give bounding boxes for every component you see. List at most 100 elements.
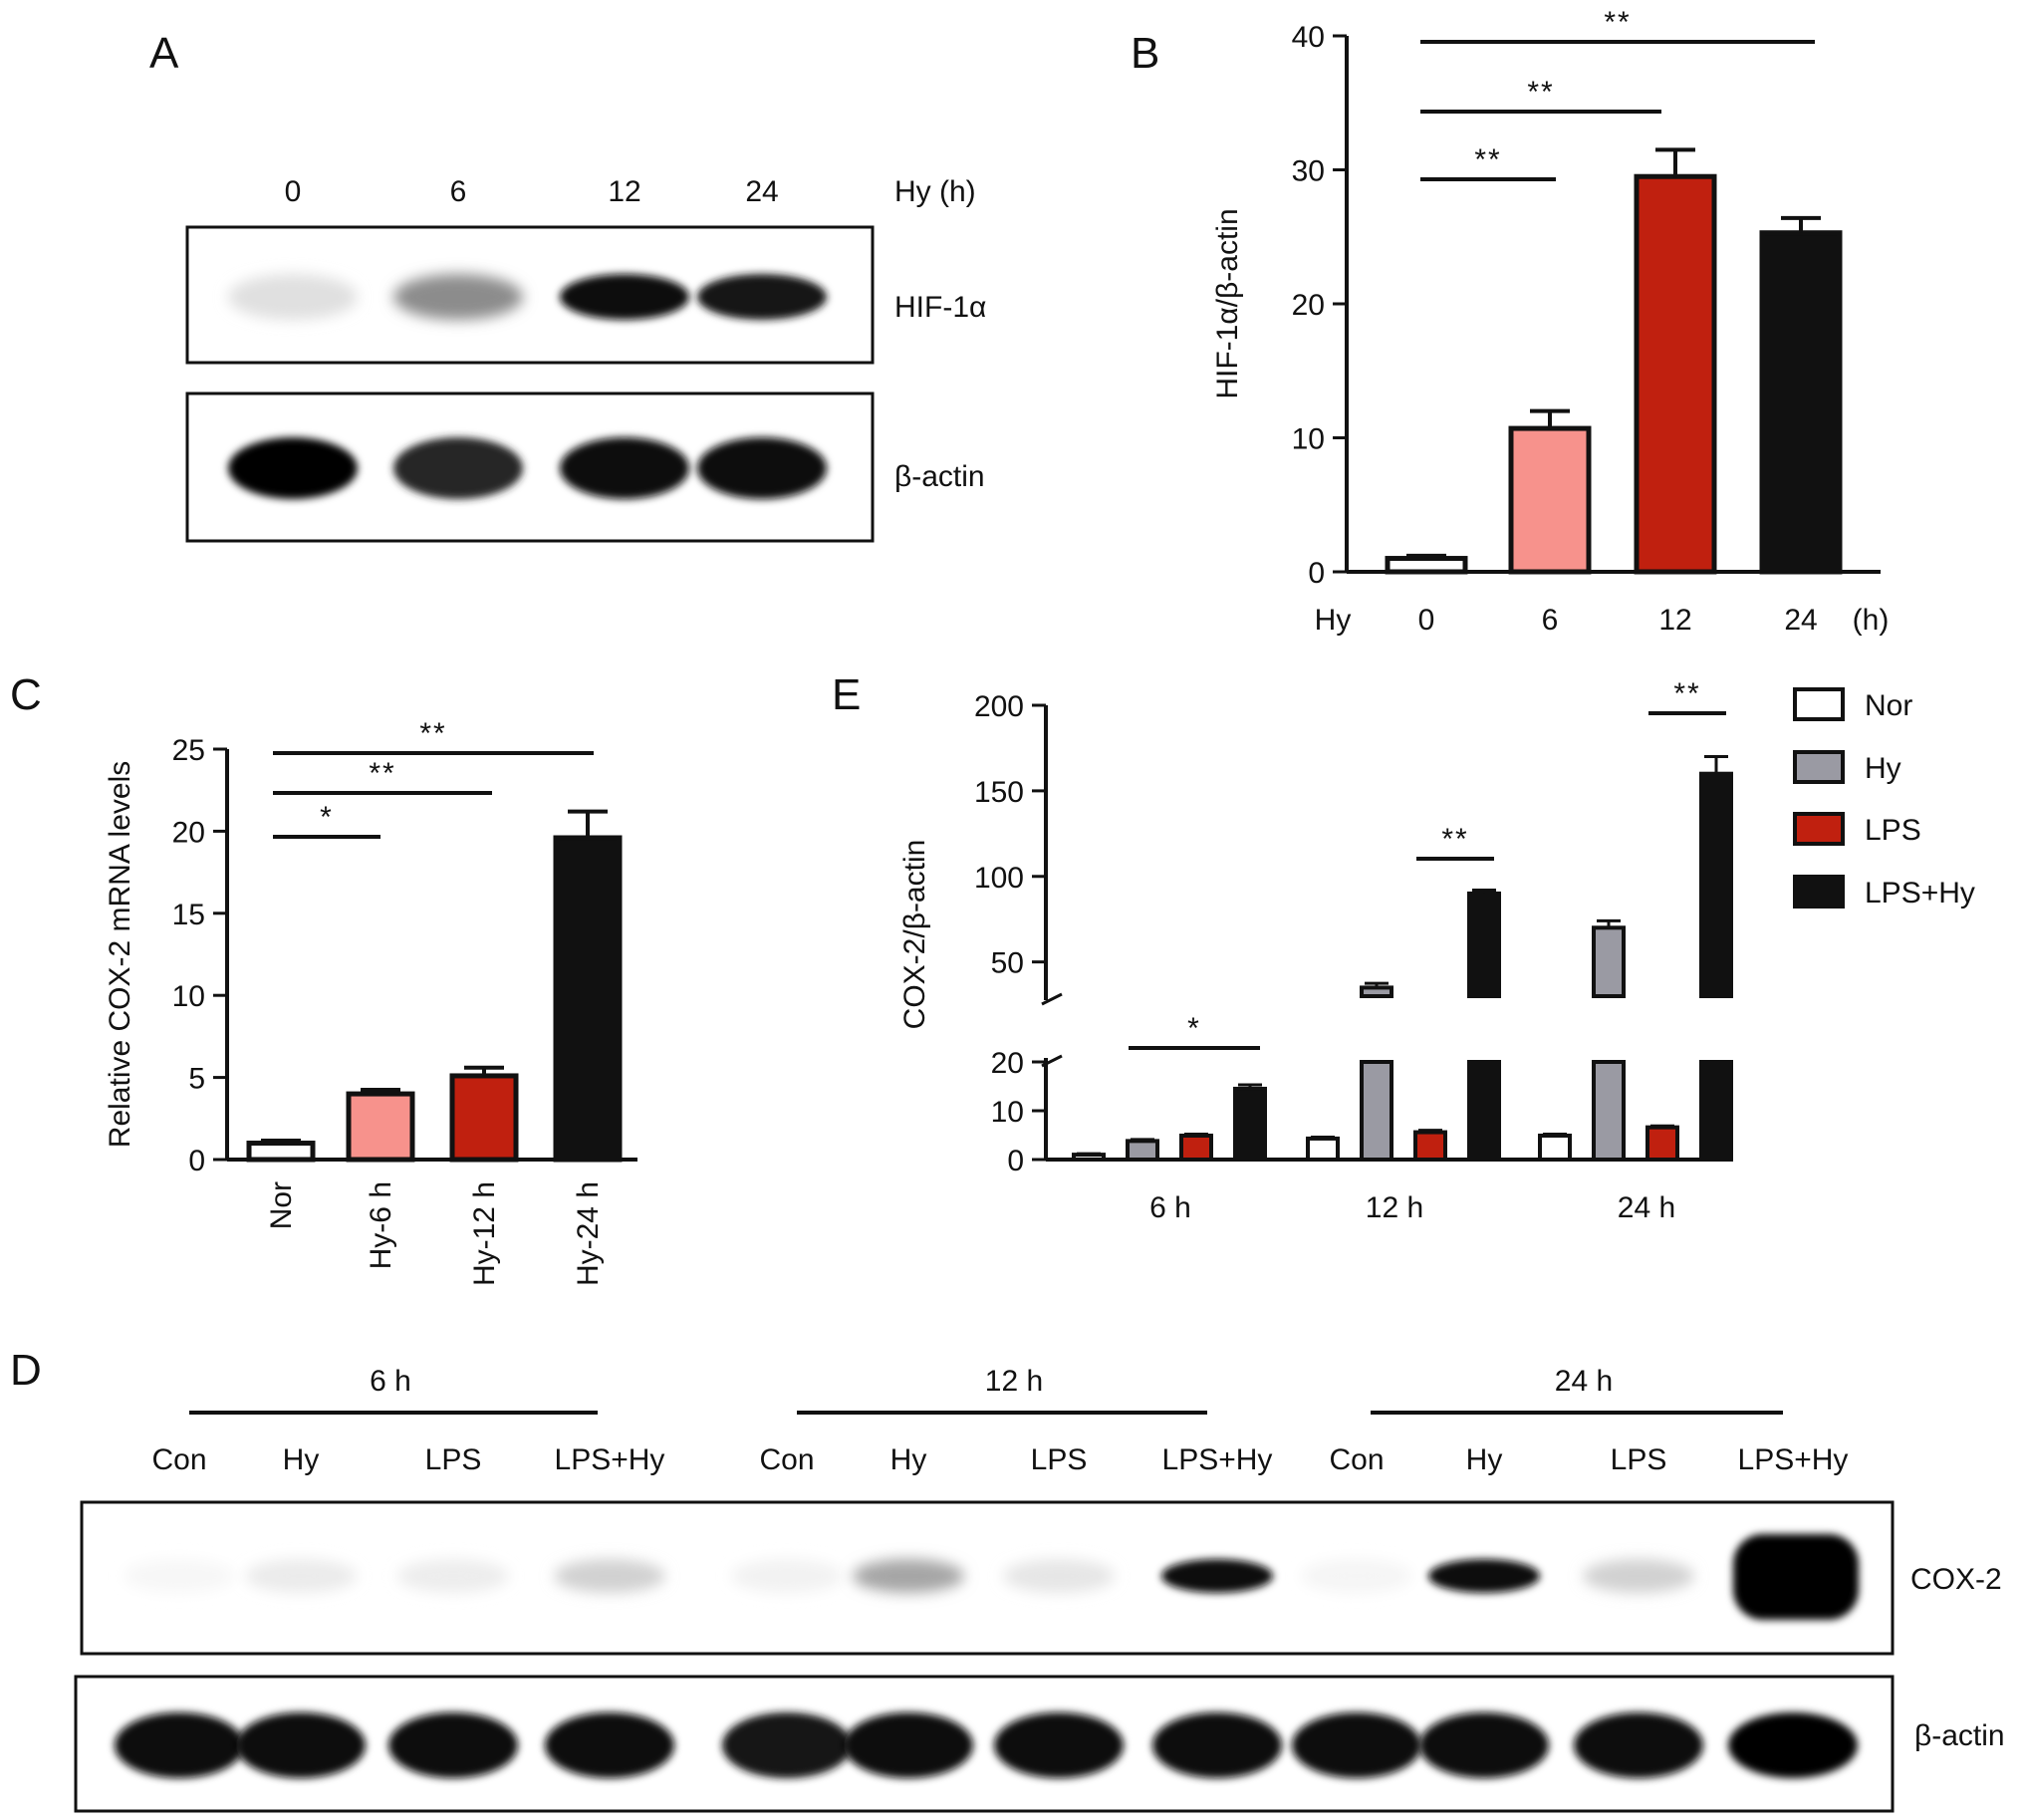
blot-d-group-label: 12 h — [985, 1365, 1043, 1398]
y-tick-label: 150 — [974, 776, 1024, 809]
blot-band — [554, 1559, 665, 1593]
blot-band — [388, 1712, 518, 1778]
x-tick-label: 0 — [1418, 604, 1435, 637]
x-tick-label: Hy-6 h — [365, 1181, 397, 1269]
bar — [1360, 1060, 1393, 1162]
x-tick-label: 12 h — [1366, 1191, 1423, 1224]
x-tick-label: Hy-12 h — [468, 1181, 501, 1286]
blot-a-lane-header: Hy (h) — [894, 175, 976, 208]
x-tick-label: 12 — [1658, 604, 1691, 637]
blot-a-actin-bands — [228, 437, 827, 499]
blot-d-lane-label: LPS+Hy — [555, 1443, 665, 1476]
blot-band — [245, 1559, 357, 1593]
blot-d-group-label: 6 h — [370, 1365, 411, 1398]
blot-band — [1152, 1712, 1282, 1778]
bar — [1538, 1133, 1572, 1162]
blot-band — [1428, 1559, 1540, 1593]
panel-label-c: C — [10, 670, 42, 719]
blot-d-lane-label: LPS+Hy — [1738, 1443, 1849, 1476]
significance-label: ** — [1474, 143, 1501, 176]
x-tick-label: 24 — [1784, 604, 1817, 637]
blot-band — [722, 1712, 852, 1778]
y-tick-label: 10 — [1292, 423, 1325, 456]
y-tick-label: 10 — [991, 1096, 1024, 1129]
significance-label: * — [320, 801, 334, 834]
y-tick-label: 100 — [974, 862, 1024, 895]
x-tick-label: 6 — [1542, 604, 1559, 637]
blot-band — [1733, 1534, 1859, 1620]
blot-band — [1301, 1559, 1412, 1593]
blot-a-hif-label: HIF-1α — [894, 291, 986, 324]
x-axis-prefix: Hy — [1315, 604, 1352, 637]
blot-a-actin-label: β-actin — [894, 460, 985, 493]
x-tick-label: Nor — [265, 1181, 298, 1229]
panel-label-d: D — [10, 1346, 42, 1395]
legend-swatch — [1793, 812, 1845, 846]
blot-band — [1161, 1559, 1273, 1593]
legend-swatch — [1793, 875, 1845, 909]
y-tick-label: 20 — [991, 1047, 1024, 1080]
blot-d-cox2-label: COX-2 — [1910, 1563, 2002, 1596]
axis-break-mark — [1041, 992, 1063, 1006]
significance-label: ** — [419, 717, 446, 750]
blot-d-lane-label: Hy — [890, 1443, 927, 1476]
x-tick-label: 6 h — [1149, 1191, 1191, 1224]
bar — [449, 1073, 519, 1163]
y-tick-label: 15 — [172, 899, 205, 931]
blot-band — [697, 274, 827, 320]
blot-band — [393, 274, 523, 320]
blot-a-hif-bands — [228, 274, 827, 320]
bar — [246, 1141, 316, 1163]
blot-band — [560, 274, 689, 320]
blot-d-lane-label: Con — [759, 1443, 814, 1476]
chart-b-hif-ratio: 0 10 20 30 40 HIF-1α/β-actin 0 6 12 24 ** ** ** Hy (h) — [1211, 6, 1889, 637]
significance-label: ** — [1441, 823, 1468, 856]
blot-d-lane-label: Con — [1329, 1443, 1384, 1476]
bar — [553, 835, 623, 1163]
significance-label: * — [1187, 1012, 1201, 1045]
bar — [1126, 1139, 1159, 1163]
bar — [1385, 556, 1468, 575]
y-tick-label: 200 — [974, 690, 1024, 723]
blot-d-group-headers: 6 h Con Hy LPS LPS+Hy 12 h Con Hy LPS LPS+Hy 24 h C… — [151, 1365, 1848, 1476]
significance-label: ** — [1604, 6, 1631, 39]
blot-band — [397, 1559, 509, 1593]
blot-d-group-label: 24 h — [1555, 1365, 1613, 1398]
blot-band — [731, 1559, 843, 1593]
blot-band — [1574, 1712, 1703, 1778]
blot-d-lane-label: LPS — [1031, 1443, 1088, 1476]
blot-band — [124, 1559, 235, 1593]
y-tick-label: 0 — [1007, 1145, 1024, 1177]
panel-d-western-blot: COX-2 β-actin 6 h Con Hy LPS LPS+Hy 12 h Con Hy… — [74, 1365, 2005, 1813]
panel-label-e: E — [832, 670, 861, 719]
legend-swatch — [1793, 750, 1845, 784]
legend-label: Nor — [1865, 689, 1912, 722]
blot-band — [1419, 1712, 1549, 1778]
blot-a-lane-label: 24 — [745, 175, 778, 208]
bar — [1467, 891, 1501, 998]
y-tick-label: 5 — [188, 1063, 205, 1096]
blot-d-lane-label: LPS — [1611, 1443, 1667, 1476]
blot-a-lane-label: 6 — [450, 175, 467, 208]
blot-d-actin-bands — [115, 1712, 1858, 1778]
chart-c-cox2-mrna: 0 5 10 15 20 25 Relative COX-2 mRNA levels Nor H… — [104, 717, 637, 1286]
bar — [1634, 173, 1717, 575]
panel-a-western-blot: 0 6 12 24 Hy (h) HIF-1α β-actin — [185, 175, 986, 543]
bar — [1413, 1130, 1447, 1163]
y-tick-label: 10 — [172, 980, 205, 1013]
blot-d-cox2-bands — [124, 1534, 1859, 1620]
blot-a-lane-label: 12 — [608, 175, 640, 208]
bar — [1072, 1153, 1106, 1162]
y-tick-label: 0 — [1308, 557, 1325, 590]
bar — [1306, 1136, 1340, 1163]
bar — [1508, 425, 1592, 575]
blot-d-lane-label: Hy — [1466, 1443, 1503, 1476]
bar — [1699, 1060, 1733, 1162]
bar — [1233, 1086, 1267, 1162]
legend-label: LPS+Hy — [1865, 877, 1975, 910]
bar — [1467, 1060, 1501, 1162]
blot-band — [1003, 1559, 1115, 1593]
blot-d-actin-label: β-actin — [1914, 1719, 2005, 1752]
blot-d-lane-label: LPS — [425, 1443, 482, 1476]
